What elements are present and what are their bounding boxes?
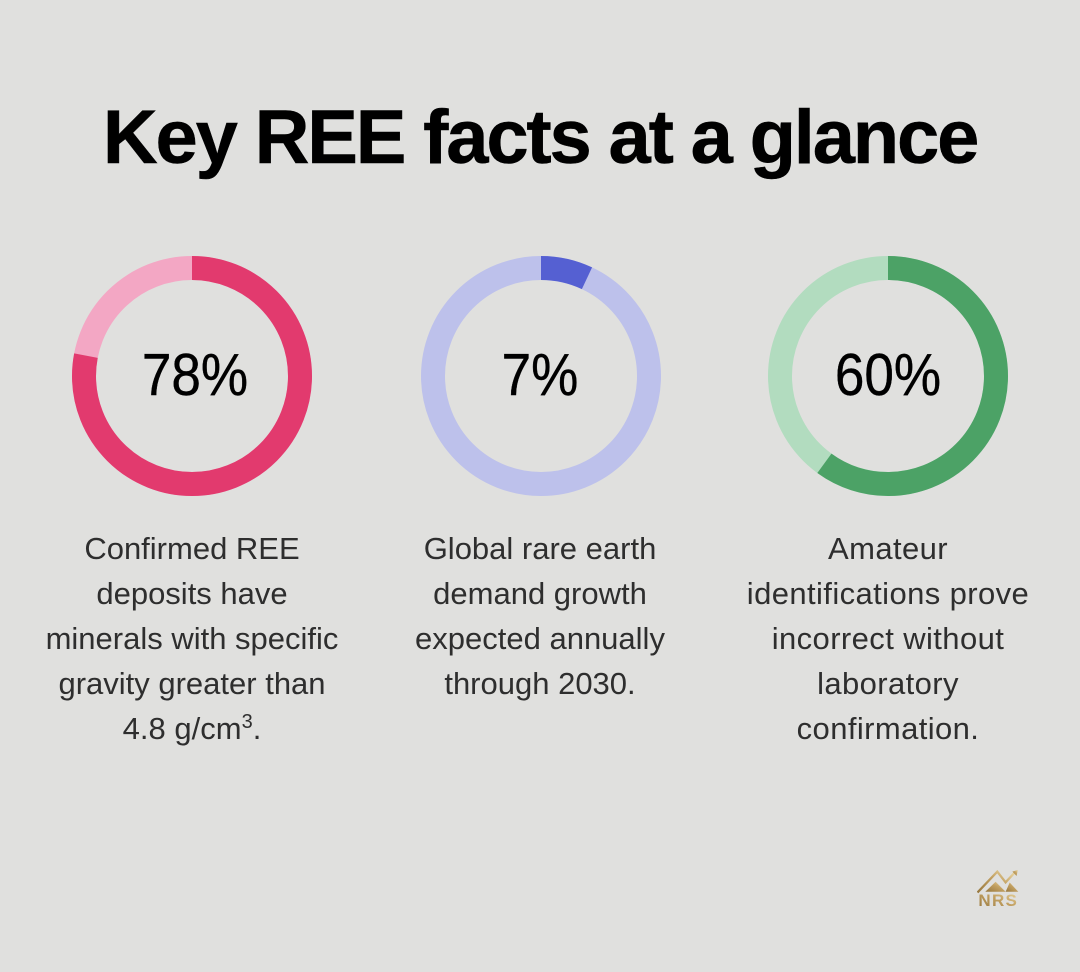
svg-text:NRS: NRS (978, 891, 1018, 909)
